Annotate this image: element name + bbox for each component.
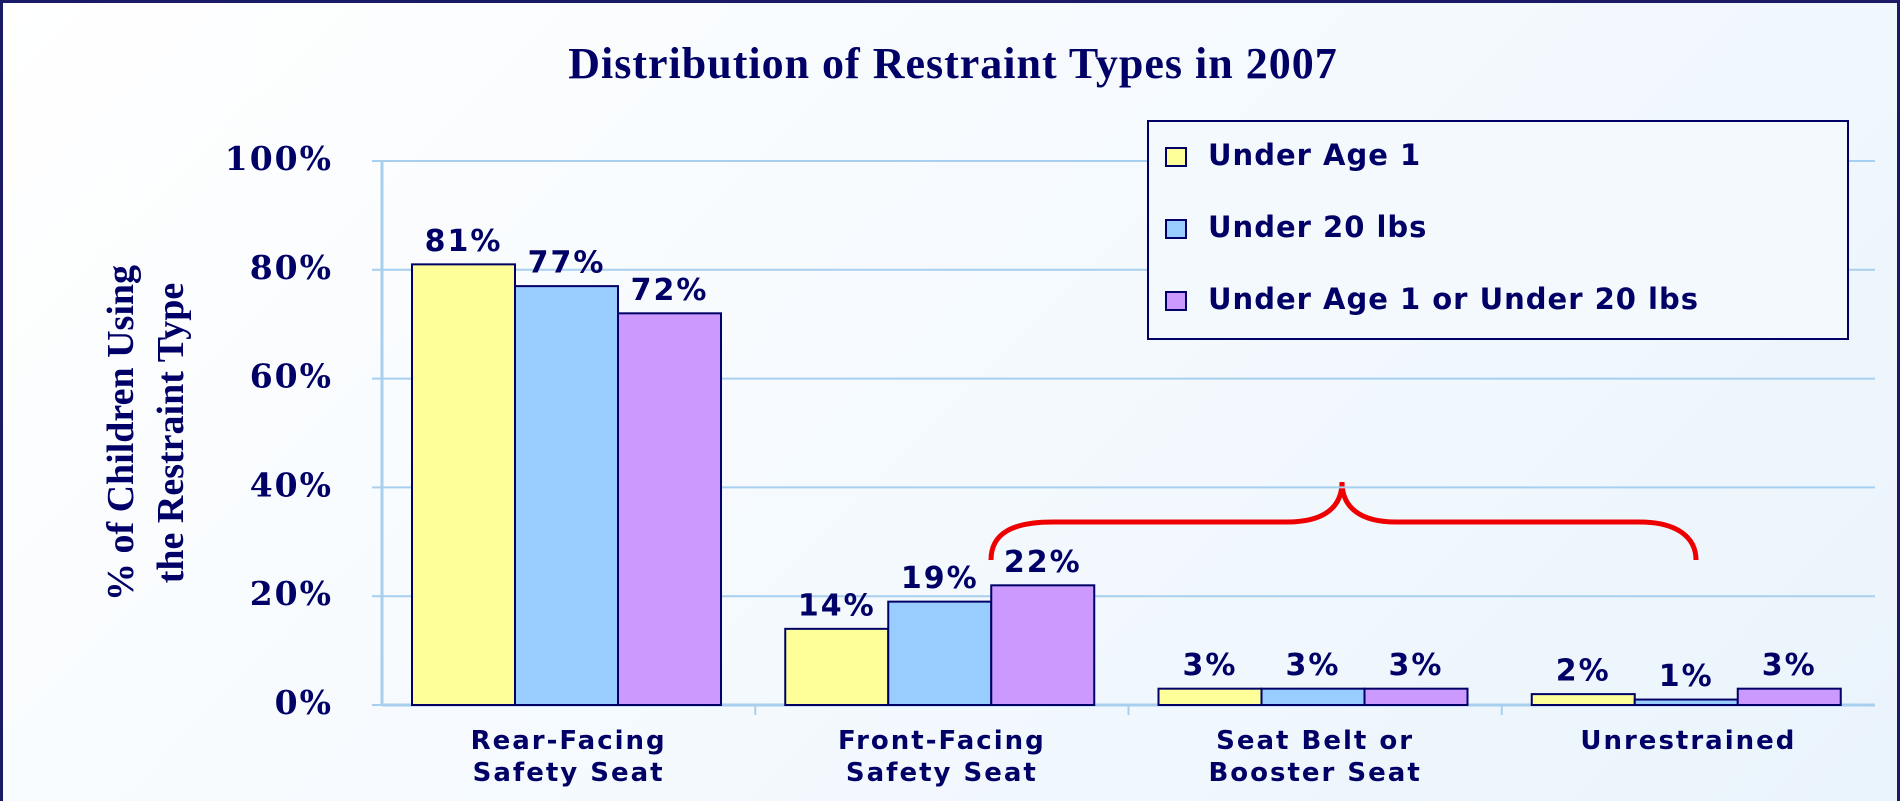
bar bbox=[887, 600, 993, 707]
bar bbox=[1530, 693, 1636, 706]
bar bbox=[990, 584, 1096, 707]
bar bbox=[411, 263, 516, 706]
value-label: 1% bbox=[1659, 659, 1714, 694]
y-tick-label: 60% bbox=[250, 357, 333, 396]
value-label: 3% bbox=[1286, 648, 1341, 683]
value-label: 3% bbox=[1183, 648, 1238, 683]
value-label: 3% bbox=[1389, 648, 1444, 683]
y-tick-label: 20% bbox=[250, 574, 333, 613]
bar bbox=[1157, 687, 1263, 706]
legend-box bbox=[1147, 120, 1849, 340]
value-label: 3% bbox=[1762, 648, 1817, 683]
value-label: 22% bbox=[1004, 545, 1082, 580]
bar bbox=[1363, 687, 1469, 706]
chart-title: Distribution of Restraint Types in 2007 bbox=[568, 39, 1338, 88]
bar bbox=[514, 285, 619, 706]
x-tick-label: Seat Belt or Booster Seat bbox=[1208, 726, 1422, 788]
legend-label: Under Age 1 bbox=[1208, 138, 1421, 172]
y-tick-label: 0% bbox=[275, 683, 333, 722]
legend-label: Under 20 lbs bbox=[1208, 210, 1427, 244]
value-label: 77% bbox=[528, 246, 606, 281]
bar bbox=[1260, 687, 1366, 706]
y-tick-label: 40% bbox=[250, 465, 333, 504]
value-label: 81% bbox=[425, 224, 503, 259]
value-label: 72% bbox=[631, 273, 709, 308]
brace bbox=[988, 481, 1699, 561]
legend-label: Under Age 1 or Under 20 lbs bbox=[1208, 282, 1699, 316]
plot: 0% 20% 40% 60% 80% 100% 81% 77% 72% 14% 19% 22% 3% 3%… bbox=[225, 120, 1875, 722]
value-label: 19% bbox=[901, 561, 979, 596]
legend-swatch bbox=[1165, 219, 1187, 239]
bar bbox=[1736, 687, 1842, 706]
bar bbox=[617, 312, 722, 706]
legend-swatch bbox=[1165, 147, 1187, 167]
value-label: 14% bbox=[798, 588, 876, 623]
y-tick-label: 100% bbox=[225, 139, 333, 178]
value-label: 2% bbox=[1556, 654, 1611, 689]
bar bbox=[1633, 698, 1739, 706]
legend-swatch bbox=[1165, 291, 1187, 311]
x-tick-label: Unrestrained bbox=[1580, 726, 1797, 756]
y-tick-label: 80% bbox=[250, 248, 333, 287]
bar bbox=[784, 627, 890, 707]
x-tick-label: Rear-Facing Safety Seat bbox=[470, 726, 667, 788]
x-tick-label: Front-Facing Safety Seat bbox=[838, 726, 1046, 788]
